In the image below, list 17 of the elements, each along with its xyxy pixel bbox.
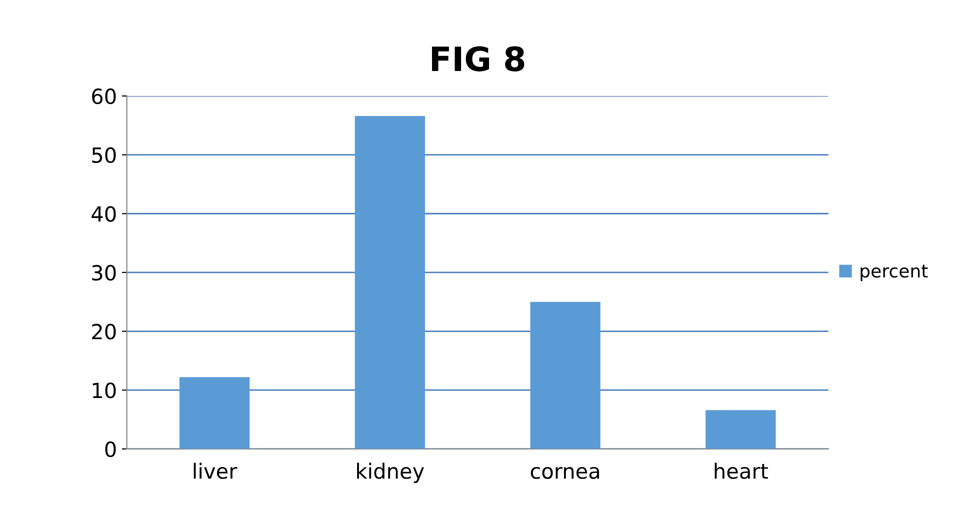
y-tick-label: 0	[105, 441, 116, 458]
x-tick-label: heart	[714, 462, 768, 479]
y-tick-label: 50	[92, 147, 116, 164]
x-tick-label: liver	[194, 462, 238, 479]
y-tick-label: 20	[92, 324, 116, 340]
y-tick-label: 60	[92, 88, 116, 104]
bar	[179, 377, 250, 449]
bar	[706, 410, 776, 449]
x-tick-label: kidney	[357, 462, 424, 483]
y-tick-label: 30	[92, 264, 116, 281]
bar	[530, 302, 600, 449]
y-tick-label: 10	[92, 382, 116, 398]
x-tick-label: cornea	[530, 466, 600, 479]
bar	[354, 116, 425, 449]
y-tick-label: 40	[92, 206, 116, 222]
chart-title: FIG 8	[432, 46, 524, 72]
legend-label: percent	[860, 264, 928, 282]
